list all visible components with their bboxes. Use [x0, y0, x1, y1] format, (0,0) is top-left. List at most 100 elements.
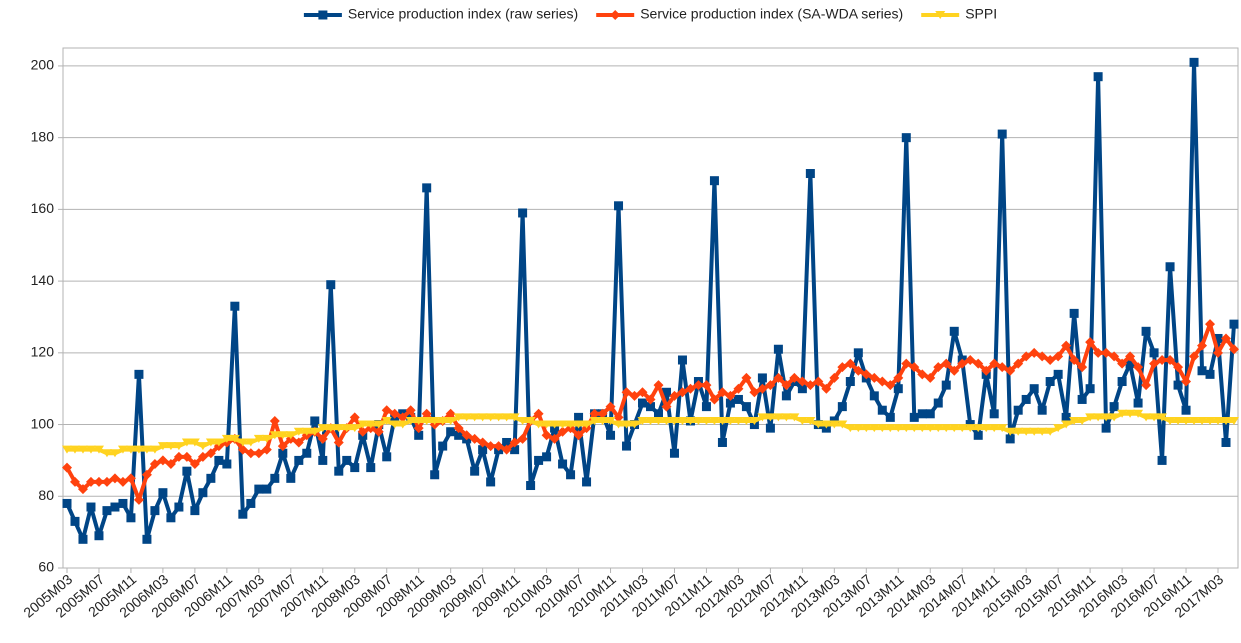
- point: [197, 442, 208, 451]
- point: [829, 372, 840, 383]
- point: [981, 424, 992, 433]
- point: [173, 451, 184, 462]
- point: [165, 442, 176, 451]
- point: [1125, 351, 1136, 362]
- point: [1149, 413, 1160, 422]
- point: [77, 484, 88, 495]
- point: [1213, 416, 1224, 425]
- point: [1117, 358, 1128, 369]
- point: [638, 398, 648, 408]
- point: [190, 506, 200, 516]
- point: [853, 424, 864, 433]
- point: [413, 423, 424, 434]
- point: [69, 476, 80, 487]
- point: [582, 477, 592, 487]
- point: [317, 424, 328, 433]
- point: [749, 387, 760, 398]
- y-tick-label: 60: [38, 559, 54, 575]
- series-line: [65, 60, 1236, 542]
- point: [853, 348, 863, 358]
- point: [997, 424, 1008, 433]
- point: [861, 369, 872, 380]
- point: [397, 420, 408, 429]
- point: [573, 420, 584, 429]
- point: [101, 476, 112, 487]
- point: [533, 408, 544, 419]
- point: [901, 358, 912, 369]
- point: [262, 484, 272, 494]
- point: [438, 441, 448, 451]
- point: [1061, 340, 1072, 351]
- point: [349, 424, 360, 433]
- point: [1213, 347, 1224, 358]
- point: [925, 409, 935, 419]
- legend-swatch: [610, 10, 621, 20]
- point: [933, 424, 944, 433]
- point: [701, 380, 712, 391]
- point: [917, 409, 927, 419]
- point: [677, 355, 687, 365]
- point: [629, 390, 640, 401]
- point: [1005, 427, 1016, 436]
- point: [1045, 355, 1056, 365]
- point: [925, 372, 936, 383]
- point: [1045, 377, 1055, 387]
- point: [285, 431, 296, 440]
- point: [1197, 416, 1208, 425]
- point: [781, 413, 792, 422]
- point: [1213, 333, 1223, 343]
- point: [341, 424, 352, 433]
- point: [1101, 423, 1111, 433]
- point: [117, 445, 128, 454]
- point: [349, 412, 360, 423]
- point: [318, 455, 328, 465]
- point: [1165, 262, 1175, 272]
- point: [893, 384, 903, 394]
- point: [453, 413, 464, 422]
- point: [237, 444, 248, 455]
- point: [1229, 344, 1240, 355]
- point: [709, 176, 719, 186]
- point: [109, 449, 120, 458]
- point: [286, 473, 296, 483]
- point: [717, 416, 728, 425]
- point: [1093, 413, 1104, 422]
- point: [1093, 72, 1103, 82]
- point: [150, 506, 160, 516]
- point: [301, 427, 312, 436]
- point: [893, 424, 904, 433]
- point: [837, 362, 848, 373]
- legend-label: Service production index (raw series): [348, 6, 578, 22]
- point: [989, 358, 1000, 369]
- point: [733, 416, 744, 425]
- point: [989, 409, 999, 419]
- point: [725, 398, 735, 408]
- point: [757, 383, 768, 394]
- point: [893, 372, 904, 383]
- point: [350, 463, 360, 473]
- point: [221, 434, 232, 443]
- point: [725, 390, 736, 401]
- point: [509, 413, 520, 422]
- point: [277, 441, 288, 452]
- point: [565, 420, 576, 429]
- point: [246, 498, 256, 508]
- point: [373, 420, 384, 429]
- point: [325, 424, 336, 433]
- point: [1013, 427, 1024, 436]
- point: [501, 444, 512, 455]
- point: [477, 413, 488, 422]
- point: [597, 416, 608, 425]
- point: [677, 387, 688, 398]
- point: [709, 416, 720, 425]
- point: [173, 442, 184, 451]
- point: [85, 476, 96, 487]
- point: [181, 438, 192, 447]
- point: [909, 424, 920, 433]
- point: [685, 416, 696, 425]
- point: [317, 433, 328, 444]
- point: [981, 365, 992, 376]
- point: [693, 416, 704, 425]
- point: [261, 434, 272, 443]
